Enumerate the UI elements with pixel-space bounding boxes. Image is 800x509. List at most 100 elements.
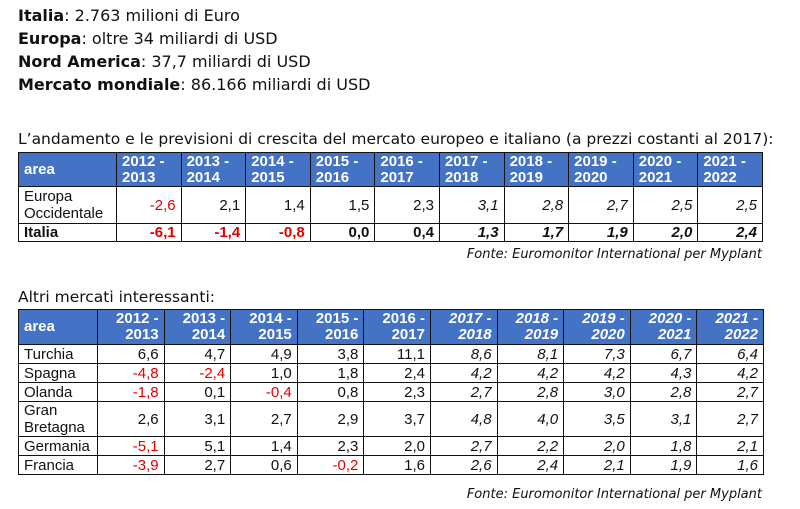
growth-value-cell: 1,8 bbox=[296, 363, 365, 383]
growth-value-cell: 3,1 bbox=[629, 401, 698, 437]
growth-value-cell: 4,2 bbox=[563, 363, 631, 383]
row-area-label: Germania bbox=[18, 436, 98, 456]
europe-italy-growth-table: area 2012 - 2013 2013 - 2014 2014 - 2015 201… bbox=[18, 152, 763, 242]
growth-value-cell: 7,3 bbox=[563, 344, 631, 364]
growth-value-cell: 4,3 bbox=[629, 363, 698, 383]
growth-value-cell: 2,7 bbox=[163, 455, 232, 475]
growth-value-cell: 2,7 bbox=[230, 401, 298, 437]
row-area-label: Turchia bbox=[18, 344, 98, 364]
column-header-period: 2021 - 2022 bbox=[696, 309, 764, 345]
table-row: Olanda -1,8 0,1 -0,4 0,8 2,3 2,7 2,8 3,0 2,8 2,7 bbox=[18, 382, 764, 402]
growth-value-cell: 1,9 bbox=[568, 223, 634, 242]
growth-value-cell: -0,8 bbox=[245, 223, 311, 242]
growth-value-cell: 5,1 bbox=[163, 436, 232, 456]
growth-value-cell: -0,2 bbox=[296, 455, 365, 475]
table-row: Turchia 6,6 4,7 4,9 3,8 11,1 8,6 8,1 7,3 6,7 6,4 bbox=[18, 344, 764, 364]
summary-line: Nord America: 37,7 miliardi di USD bbox=[18, 52, 311, 71]
growth-value-cell: 2,0 bbox=[632, 223, 699, 242]
growth-value-cell: 2,1 bbox=[180, 186, 247, 224]
row-area-label: Gran Bretagna bbox=[18, 401, 98, 437]
growth-value-cell: 1,6 bbox=[696, 455, 764, 475]
growth-value-cell: 6,7 bbox=[629, 344, 698, 364]
column-header-period: 2013 - 2014 bbox=[180, 152, 247, 187]
growth-value-cell: 2,8 bbox=[503, 186, 570, 224]
growth-value-cell: -2,6 bbox=[116, 186, 182, 224]
table1-caption: L’andamento e le previsioni di crescita … bbox=[18, 130, 774, 148]
column-header-area: area bbox=[18, 152, 117, 187]
growth-value-cell: 2,8 bbox=[496, 382, 565, 402]
column-header-period: 2020 - 2021 bbox=[632, 152, 699, 187]
table-row: Spagna -4,8 -2,4 1,0 1,8 2,4 4,2 4,2 4,2 4,3 4,2 bbox=[18, 363, 764, 383]
table1-source: Fonte: Euromonitor International per Myp… bbox=[466, 247, 762, 262]
summary-line: Italia: 2.763 milioni di Euro bbox=[18, 6, 240, 25]
growth-value-cell: 8,1 bbox=[496, 344, 565, 364]
row-area-label: Olanda bbox=[18, 382, 98, 402]
growth-value-cell: -6,1 bbox=[116, 223, 182, 242]
growth-value-cell: 2,4 bbox=[363, 363, 431, 383]
growth-value-cell: 2,7 bbox=[568, 186, 634, 224]
growth-value-cell: 2,0 bbox=[363, 436, 431, 456]
table-row: Europa Occidentale -2,6 2,1 1,4 1,5 2,3 3,1 2,8… bbox=[18, 186, 763, 224]
growth-value-cell: 1,9 bbox=[629, 455, 698, 475]
column-header-period: 2012 - 2013 bbox=[116, 152, 182, 187]
row-area-label: Francia bbox=[18, 455, 98, 475]
growth-value-cell: -1,8 bbox=[97, 382, 165, 402]
growth-value-cell: 3,7 bbox=[363, 401, 431, 437]
table-header-row: area 2012 - 2013 2013 - 2014 2014 - 2015 201… bbox=[18, 309, 764, 345]
column-header-period: 2014 - 2015 bbox=[245, 152, 311, 187]
table-row: Francia -3,9 2,7 0,6 -0,2 1,6 2,6 2,4 2,1 1,9 1,6 bbox=[18, 455, 764, 475]
row-area-label: Spagna bbox=[18, 363, 98, 383]
growth-value-cell: 3,5 bbox=[563, 401, 631, 437]
growth-value-cell: 2,1 bbox=[563, 455, 631, 475]
growth-value-cell: 4,2 bbox=[696, 363, 764, 383]
growth-value-cell: 1,3 bbox=[438, 223, 505, 242]
column-header-period: 2015 - 2016 bbox=[309, 152, 376, 187]
growth-value-cell: 0,0 bbox=[309, 223, 376, 242]
growth-value-cell: 8,6 bbox=[429, 344, 498, 364]
table-row: Italia -6,1 -1,4 -0,8 0,0 0,4 1,3 1,7 1,9 2,0 2,4 bbox=[18, 223, 763, 242]
growth-value-cell: 2,8 bbox=[629, 382, 698, 402]
growth-value-cell: 1,4 bbox=[245, 186, 311, 224]
growth-value-cell: 2,3 bbox=[374, 186, 440, 224]
growth-value-cell: 1,6 bbox=[363, 455, 431, 475]
growth-value-cell: 2,3 bbox=[363, 382, 431, 402]
growth-value-cell: 2,7 bbox=[429, 382, 498, 402]
growth-value-cell: 0,6 bbox=[230, 455, 298, 475]
growth-value-cell: 2,5 bbox=[632, 186, 699, 224]
growth-value-cell: 2,4 bbox=[697, 223, 763, 242]
growth-value-cell: -3,9 bbox=[97, 455, 165, 475]
growth-value-cell: 6,4 bbox=[696, 344, 764, 364]
growth-value-cell: 0,1 bbox=[163, 382, 232, 402]
column-header-period: 2018 - 2019 bbox=[496, 309, 565, 345]
table2-caption: Altri mercati interessanti: bbox=[18, 288, 215, 306]
growth-value-cell: -5,1 bbox=[97, 436, 165, 456]
growth-value-cell: 3,0 bbox=[563, 382, 631, 402]
growth-value-cell: 3,1 bbox=[163, 401, 232, 437]
growth-value-cell: 3,1 bbox=[438, 186, 505, 224]
table-row: Gran Bretagna 2,6 3,1 2,7 2,9 3,7 4,8 4,0 3,5 3,1… bbox=[18, 401, 764, 437]
summary-line: Mercato mondiale: 86.166 miliardi di USD bbox=[18, 75, 371, 94]
column-header-period: 2017 - 2018 bbox=[438, 152, 505, 187]
column-header-period: 2020 - 2021 bbox=[629, 309, 698, 345]
growth-value-cell: 4,7 bbox=[163, 344, 232, 364]
market-summary: Italia: 2.763 milioni di Euro Europa: ol… bbox=[18, 4, 370, 96]
growth-value-cell: 1,7 bbox=[503, 223, 570, 242]
column-header-period: 2019 - 2020 bbox=[563, 309, 631, 345]
growth-value-cell: 0,4 bbox=[374, 223, 440, 242]
column-header-period: 2019 - 2020 bbox=[568, 152, 634, 187]
growth-value-cell: 4,2 bbox=[496, 363, 565, 383]
growth-value-cell: 2,1 bbox=[696, 436, 764, 456]
column-header-period: 2013 - 2014 bbox=[163, 309, 232, 345]
growth-value-cell: 11,1 bbox=[363, 344, 431, 364]
column-header-period: 2014 - 2015 bbox=[230, 309, 298, 345]
column-header-period: 2017 - 2018 bbox=[429, 309, 498, 345]
other-markets-table: area 2012 - 2013 2013 - 2014 2014 - 2015 201… bbox=[18, 309, 764, 475]
row-area-label: Italia bbox=[18, 223, 117, 242]
table2-source: Fonte: Euromonitor International per Myp… bbox=[466, 487, 762, 502]
growth-value-cell: 1,8 bbox=[629, 436, 698, 456]
growth-value-cell: 3,8 bbox=[296, 344, 365, 364]
growth-value-cell: 4,2 bbox=[429, 363, 498, 383]
growth-value-cell: -4,8 bbox=[97, 363, 165, 383]
summary-line: Europa: oltre 34 miliardi di USD bbox=[18, 29, 278, 48]
growth-value-cell: 4,9 bbox=[230, 344, 298, 364]
